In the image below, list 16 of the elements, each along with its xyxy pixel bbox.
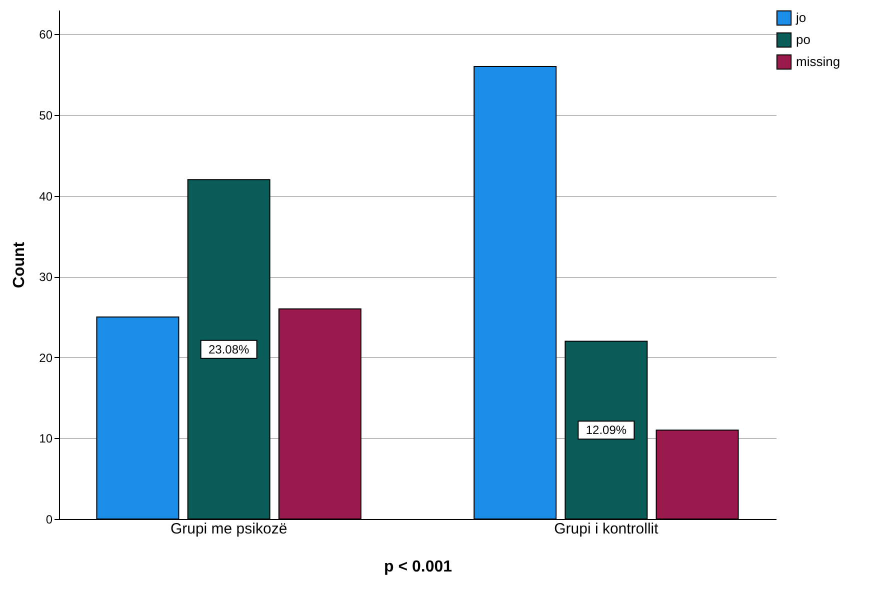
y-tick-label: 40 (39, 189, 53, 204)
y-tick-label: 20 (39, 350, 53, 365)
y-tick-label: 50 (39, 108, 53, 123)
legend-label: missing (796, 54, 840, 69)
legend-label: po (796, 32, 810, 47)
x-tick-label: Grupi i kontrollit (554, 520, 660, 538)
x-axis-title: p < 0.001 (384, 558, 452, 576)
y-tick-label: 30 (39, 270, 53, 284)
y-tick-label: 10 (39, 432, 53, 446)
legend-label: jo (795, 10, 806, 25)
annotation: 23.08% (208, 342, 250, 356)
y-tick-label: 60 (39, 28, 53, 42)
y-tick-label: 0 (46, 512, 53, 526)
annotation: 12.09% (586, 423, 627, 438)
y-axis-title: Count (11, 241, 28, 288)
x-tick-label: Grupi me psikozë (170, 520, 288, 538)
